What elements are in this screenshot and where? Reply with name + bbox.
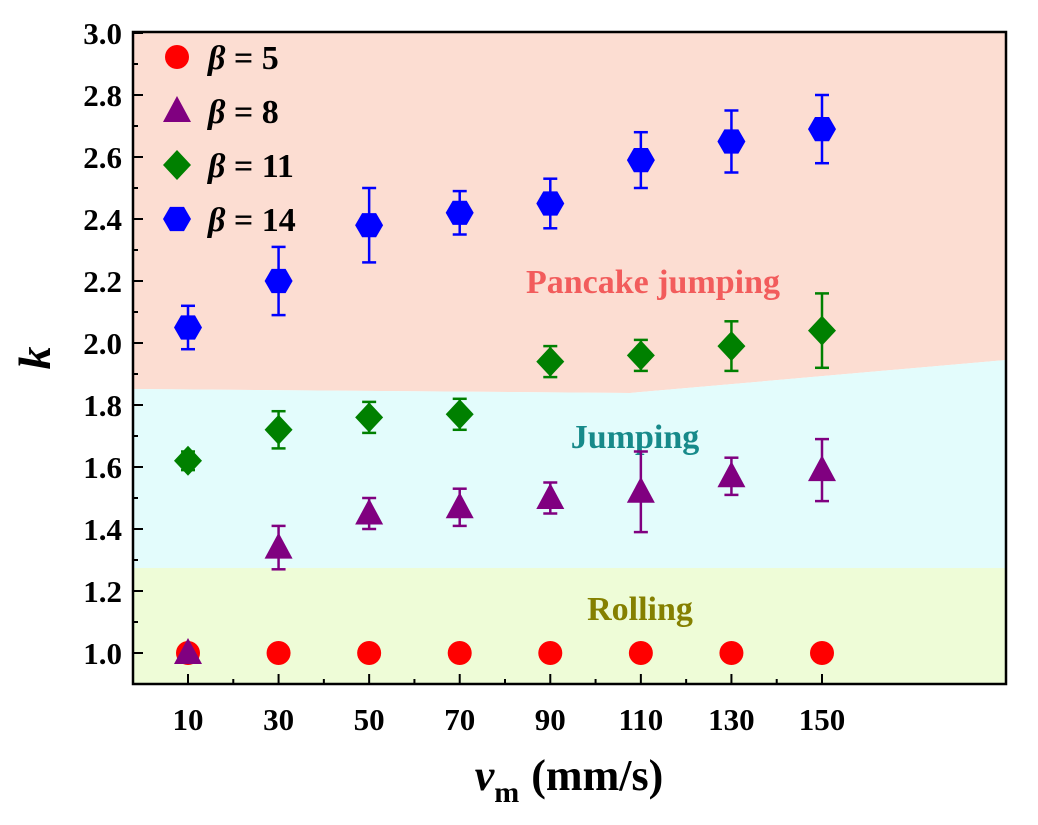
data-point bbox=[355, 213, 384, 238]
y-tick-label: 1.4 bbox=[83, 512, 122, 547]
legend-marker-3 bbox=[163, 206, 191, 232]
y-tick-label: 2.8 bbox=[83, 78, 122, 113]
region-pancake-jumping bbox=[133, 32, 1006, 393]
legend-label-2: β = 11 bbox=[206, 148, 294, 185]
x-tick-label: 30 bbox=[263, 702, 294, 737]
data-point bbox=[717, 129, 746, 154]
legend-beta: β bbox=[206, 94, 226, 131]
region-label-pancake-jumping: Pancake jumping bbox=[526, 264, 780, 301]
y-tick-label: 1.0 bbox=[83, 636, 122, 671]
x-tick-label: 50 bbox=[354, 702, 385, 737]
data-point bbox=[626, 476, 655, 503]
data-point bbox=[626, 148, 655, 173]
data-point bbox=[355, 498, 384, 525]
data-point bbox=[174, 445, 202, 476]
data-point bbox=[355, 402, 384, 433]
legend-value: = 8 bbox=[225, 94, 278, 131]
legend-beta: β bbox=[206, 202, 226, 239]
legend-label-3: β = 14 bbox=[206, 202, 296, 239]
data-point bbox=[174, 638, 202, 664]
x-axis-var: v bbox=[475, 751, 495, 800]
x-tick-label: 10 bbox=[173, 702, 204, 737]
legend-marker-1 bbox=[163, 96, 191, 122]
legend-label-0: β = 5 bbox=[206, 40, 279, 77]
legend-marker-2 bbox=[163, 150, 191, 180]
y-tick-label: 2.6 bbox=[83, 140, 122, 175]
data-point bbox=[447, 641, 472, 665]
legend-beta: β bbox=[206, 148, 226, 185]
y-tick-label: 2.0 bbox=[83, 326, 122, 361]
data-point bbox=[266, 641, 291, 665]
data-point bbox=[445, 399, 474, 430]
data-point bbox=[538, 641, 563, 665]
legend: β = 5β = 8β = 11β = 14 bbox=[163, 40, 296, 239]
data-point bbox=[264, 414, 293, 445]
x-axis-title: vm (mm/s) bbox=[475, 751, 664, 809]
legend-value: = 14 bbox=[225, 202, 295, 239]
data-point bbox=[808, 117, 836, 142]
series-3 bbox=[174, 93, 836, 351]
x-tick-label: 70 bbox=[444, 702, 475, 737]
data-point bbox=[264, 532, 293, 559]
data-point bbox=[717, 331, 746, 362]
legend-value: = 5 bbox=[225, 40, 278, 77]
x-tick-label: 110 bbox=[618, 702, 663, 737]
x-tick-label: 150 bbox=[799, 702, 846, 737]
data-point bbox=[445, 492, 474, 519]
region-rolling bbox=[133, 568, 1006, 684]
x-axis-unit: (mm/s) bbox=[531, 751, 663, 800]
y-tick-label: 2.4 bbox=[83, 202, 122, 237]
data-point bbox=[536, 483, 565, 509]
y-tick-label: 2.2 bbox=[83, 264, 122, 299]
x-axis-subscript: m bbox=[494, 776, 519, 809]
data-point bbox=[536, 346, 565, 377]
y-tick-label: 1.2 bbox=[83, 574, 122, 609]
legend-value: = 11 bbox=[225, 148, 294, 185]
data-point bbox=[264, 268, 293, 294]
y-tick-label: 1.8 bbox=[83, 388, 122, 423]
data-point bbox=[808, 455, 836, 482]
data-point bbox=[445, 200, 474, 225]
series-1 bbox=[174, 437, 836, 664]
region-label-rolling: Rolling bbox=[587, 591, 693, 628]
series-2 bbox=[174, 292, 836, 476]
legend-marker-0 bbox=[165, 45, 189, 69]
x-tick-label: 90 bbox=[535, 702, 566, 737]
data-point bbox=[174, 315, 202, 340]
data-point bbox=[628, 641, 653, 665]
data-point bbox=[626, 340, 655, 371]
region-label-jumping: Jumping bbox=[571, 419, 700, 456]
x-tick-label: 130 bbox=[708, 702, 755, 737]
data-point bbox=[808, 315, 836, 346]
region-jumping bbox=[133, 360, 1006, 568]
y-tick-label: 3.0 bbox=[83, 16, 122, 51]
y-tick-label: 1.6 bbox=[83, 450, 122, 485]
legend-label-1: β = 8 bbox=[206, 94, 279, 131]
data-point bbox=[810, 641, 834, 665]
plot-frame bbox=[131, 30, 1008, 686]
series-0 bbox=[176, 641, 834, 665]
data-point bbox=[719, 641, 744, 665]
data-point bbox=[536, 191, 565, 216]
legend-beta: β bbox=[206, 40, 226, 77]
data-point bbox=[717, 461, 746, 488]
y-axis-title: k bbox=[9, 347, 60, 370]
data-point bbox=[357, 641, 382, 665]
